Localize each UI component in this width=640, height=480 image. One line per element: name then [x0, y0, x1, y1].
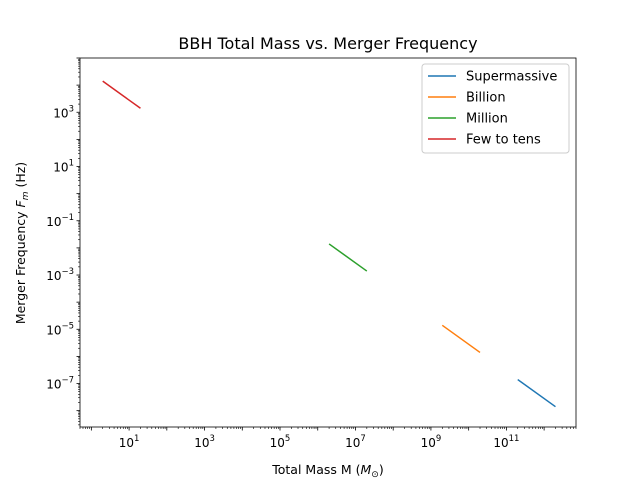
y-axis-ticks: 10−7 10−5 10−3 10−1 101 103 [46, 57, 80, 426]
chart-title: BBH Total Mass vs. Merger Frequency [178, 34, 477, 53]
y-tick-label: 10−7 [46, 376, 74, 392]
x-tick-label: 1011 [493, 434, 519, 450]
x-tick-label: 101 [119, 434, 140, 450]
plot-frame [79, 57, 577, 428]
series-line-1 [441, 324, 481, 354]
y-axis-label: Merger Frequency Fm (Hz) [13, 162, 31, 324]
x-tick-label: 105 [270, 434, 291, 450]
legend-label-3: Few to tens [466, 133, 541, 148]
x-tick-label: 103 [194, 434, 215, 450]
series-line-0 [517, 378, 556, 408]
legend-box [421, 63, 570, 154]
x-tick-label: 107 [345, 434, 366, 450]
legend-label-1: Billion [466, 91, 506, 106]
y-tick-label: 10−1 [46, 213, 74, 229]
x-tick-label: 109 [421, 434, 442, 450]
y-tick-label: 10−5 [46, 321, 74, 337]
y-tick-label: 101 [53, 159, 74, 175]
x-axis-label: Total Mass M (M⊙) [271, 462, 383, 480]
y-tick-label: 10−3 [46, 267, 74, 283]
legend-label-0: Supermassive [466, 70, 557, 85]
legend: Supermassive Billion Million Few to tens [421, 63, 570, 154]
y-tick-label: 103 [53, 104, 74, 120]
series-layer [102, 80, 556, 408]
series-line-2 [328, 243, 368, 272]
x-axis-ticks: 101 103 105 107 109 1011 [79, 427, 577, 450]
legend-label-2: Million [466, 112, 508, 127]
series-line-3 [102, 80, 141, 109]
